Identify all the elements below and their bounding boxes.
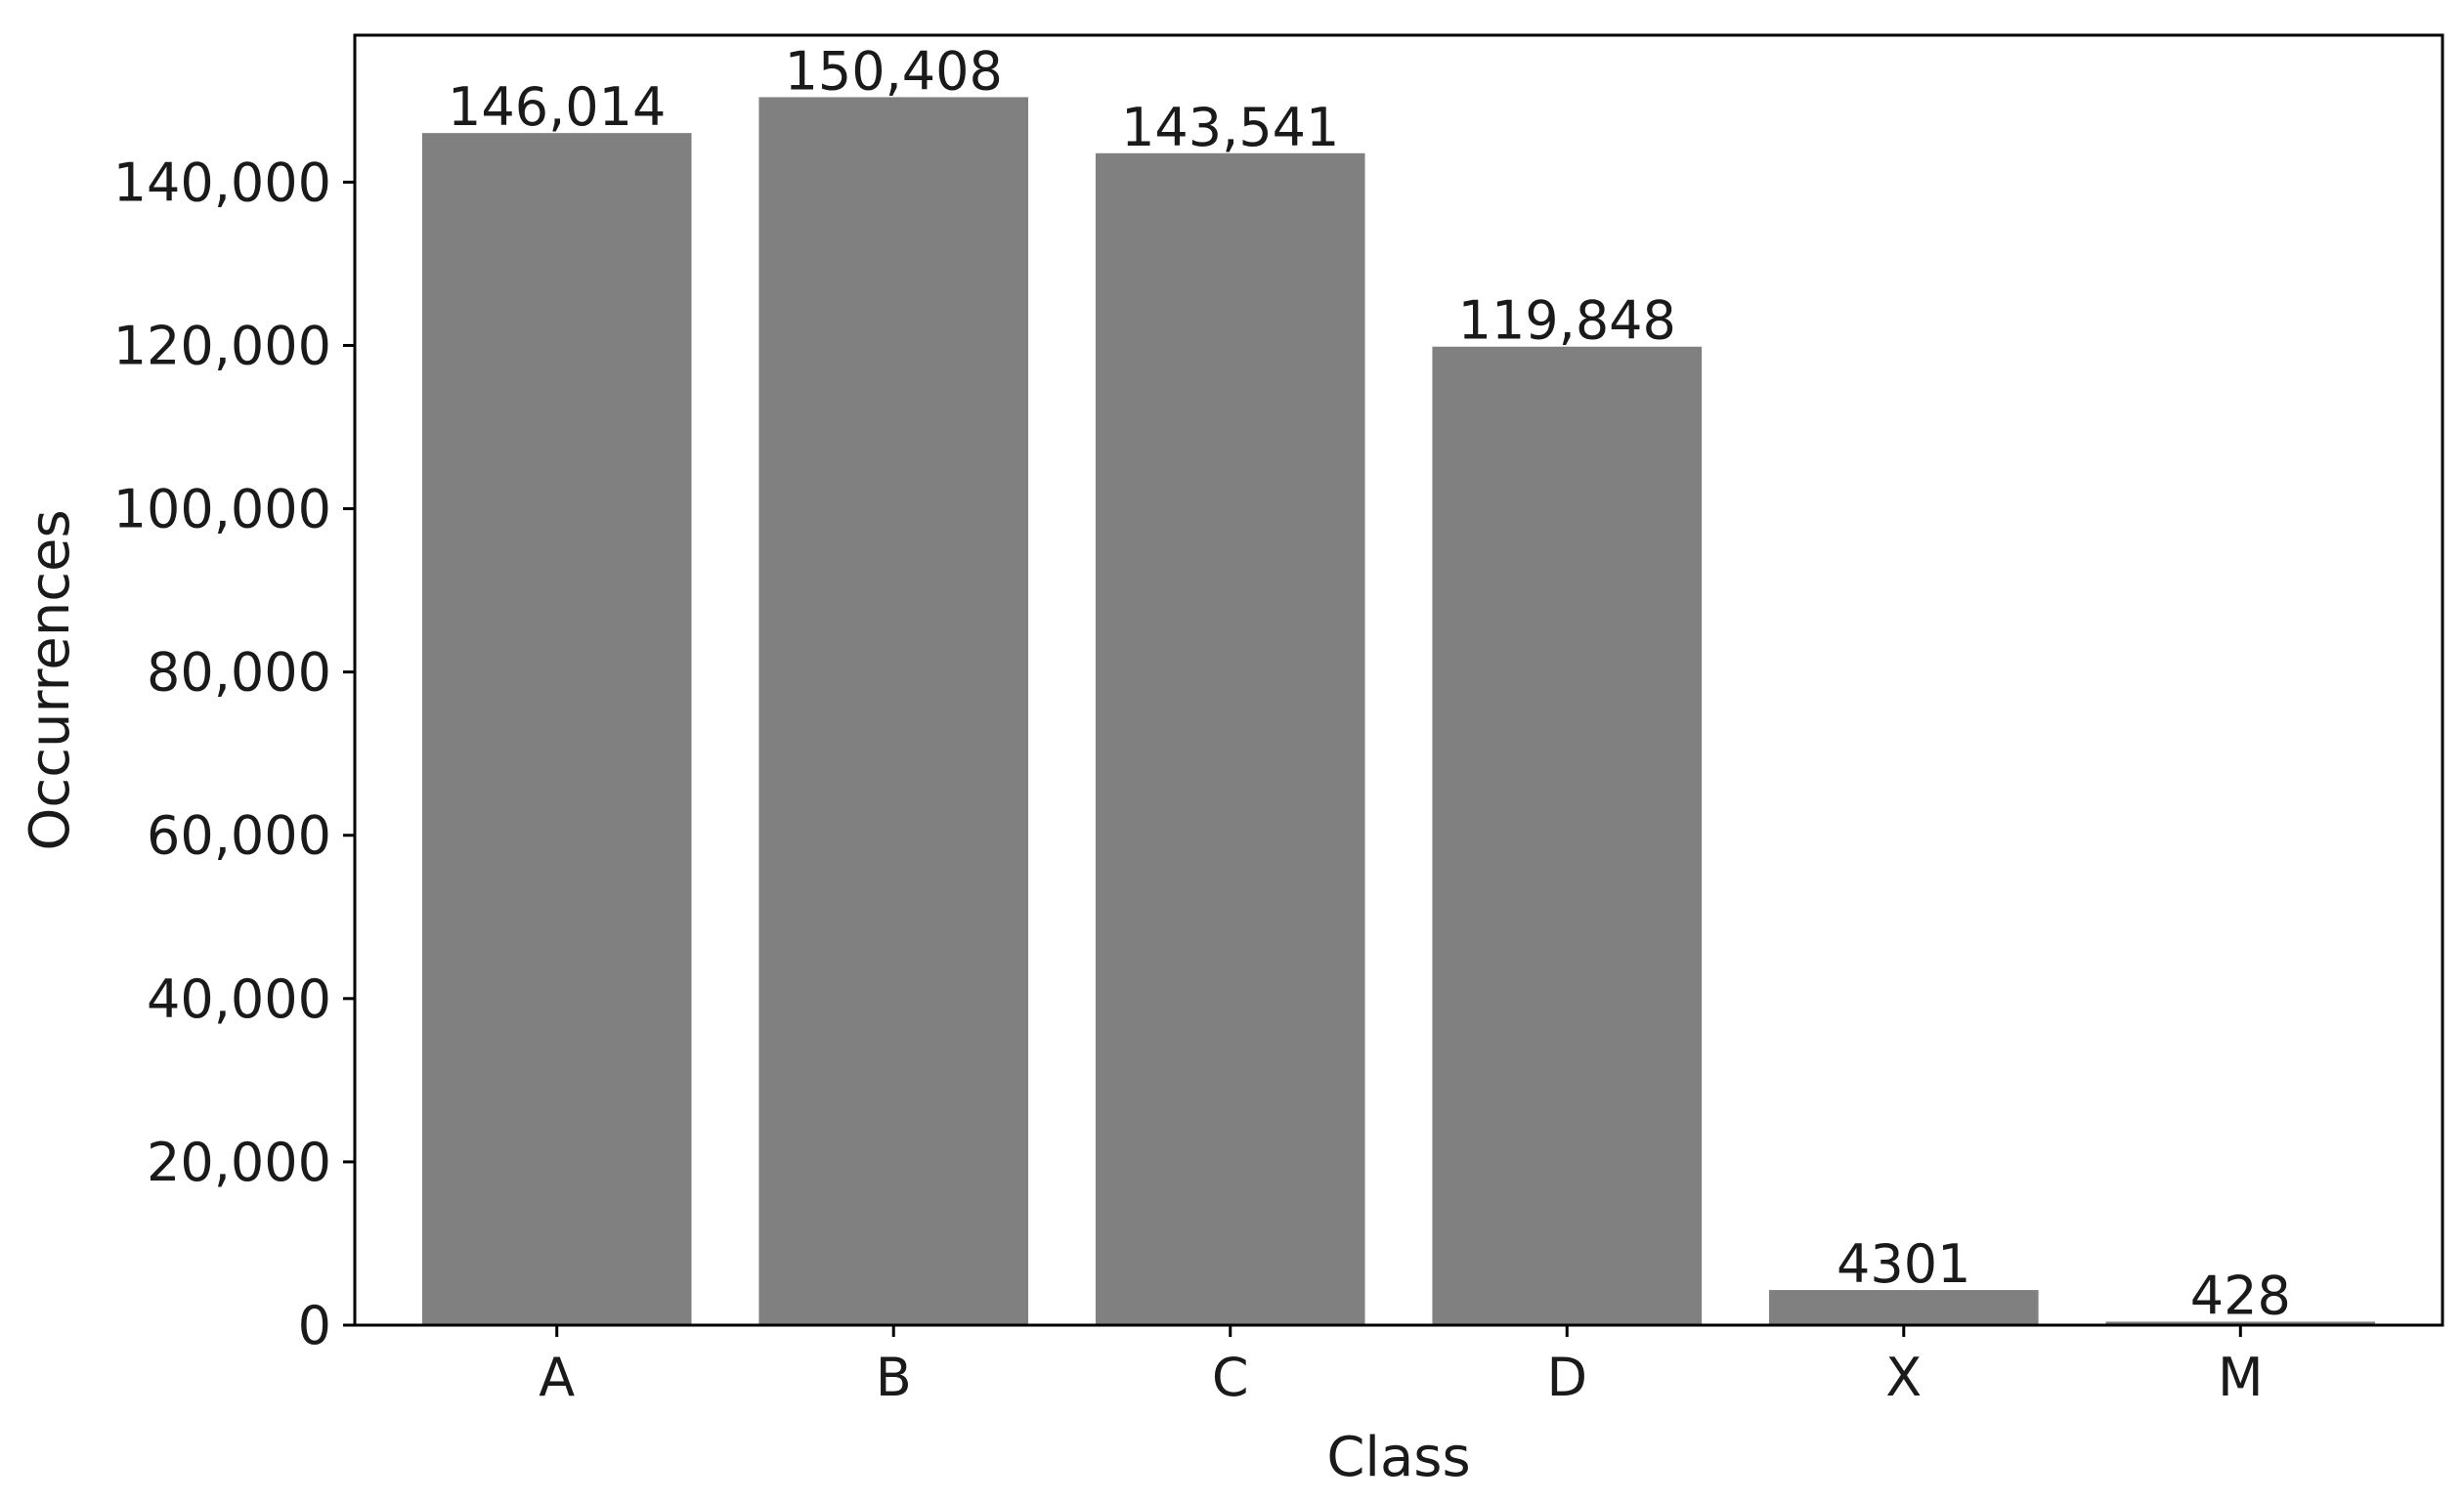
y-tick-label: 100,000 [113,479,331,540]
bar-c [1095,152,1365,1325]
x-tick-label: X [1885,1347,1922,1408]
y-ticks-layer: 0 20,000 40,000 60,000 80,000 100,000 120,000 1… [113,151,355,1356]
axes-layer [353,33,2444,1327]
y-tick-label: 0 [298,1295,331,1356]
y-tick-label: 120,000 [113,315,331,376]
x-axis-label: Class [1326,1426,1470,1489]
y-tick-label: 40,000 [147,968,331,1030]
x-tick-label: M [2218,1347,2264,1408]
bar-value-label: 143,541 [1121,97,1339,158]
bar-a [421,133,692,1325]
plot-frame [353,33,2444,1327]
bar-d [1432,346,1703,1325]
bar-value-label: 119,848 [1458,290,1676,352]
x-tick-label: C [1212,1347,1249,1408]
data-labels-layer: 146,014 150,408 143,541 119,848 4301 428 [448,40,2291,1326]
y-tick-label: 80,000 [147,642,331,704]
x-tick-label: A [539,1347,575,1408]
y-tick-label: 60,000 [147,805,331,867]
bar-value-label: 428 [2190,1265,2291,1326]
bar-x [1768,1290,2039,1325]
y-tick-label: 20,000 [147,1132,331,1193]
bars-layer [421,97,2376,1325]
bar-m [2105,1321,2376,1325]
bar-value-label: 150,408 [785,40,1003,102]
bar-value-label: 146,014 [448,76,666,138]
y-axis-label: Occurrences [19,509,82,850]
bar-b [758,97,1029,1325]
x-tick-label: B [876,1347,912,1408]
bar-value-label: 4301 [1837,1233,1970,1295]
x-tick-label: D [1546,1347,1587,1408]
y-tick-label: 140,000 [113,151,331,213]
